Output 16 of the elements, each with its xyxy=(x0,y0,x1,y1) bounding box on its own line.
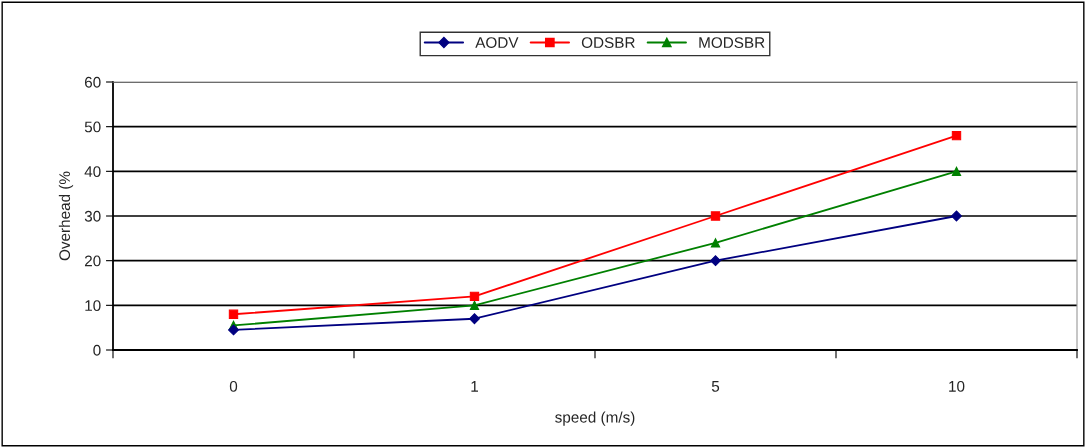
x-axis-title: speed (m/s) xyxy=(555,411,635,426)
y-tick-label: 60 xyxy=(84,76,101,88)
y-axis-title: Overhead (% xyxy=(58,171,74,261)
x-tick-label: 1 xyxy=(471,381,478,392)
y-tick-label: 0 xyxy=(93,344,101,356)
y-tick-label: 10 xyxy=(85,300,101,312)
legend-label: ODSBR xyxy=(581,37,635,48)
y-tick-label: 30 xyxy=(84,210,101,222)
legend-label: AODV xyxy=(475,37,519,48)
y-tick-label: 20 xyxy=(84,255,101,267)
x-tick-label: 10 xyxy=(949,380,965,392)
x-tick-label: 5 xyxy=(711,381,720,392)
x-tick-label: 0 xyxy=(229,380,238,392)
y-tick-label: 40 xyxy=(84,166,101,178)
legend-label: MODSBR xyxy=(699,37,765,48)
y-tick-label: 50 xyxy=(84,121,101,133)
